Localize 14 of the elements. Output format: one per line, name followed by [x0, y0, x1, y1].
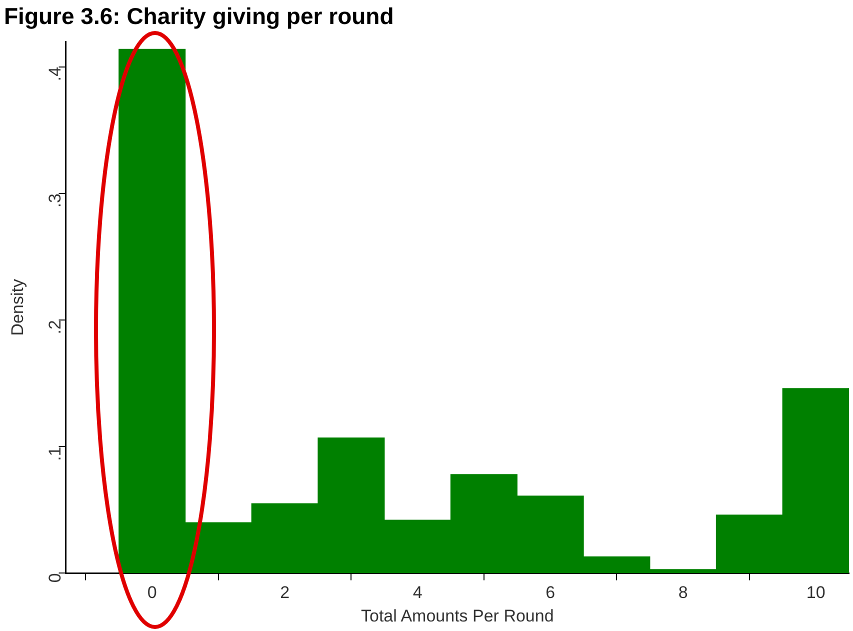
- x-tick-label: 2: [280, 583, 290, 602]
- y-tick-label: .3: [45, 193, 64, 208]
- x-tick-label: 6: [546, 583, 556, 602]
- x-tick-label: 4: [412, 583, 422, 602]
- x-axis-title: Total Amounts Per Round: [361, 606, 554, 626]
- x-tick-label: 10: [806, 583, 826, 602]
- x-tick-label: 0: [147, 583, 157, 602]
- y-tick-label: .2: [45, 320, 64, 334]
- y-axis-title: Density: [8, 278, 27, 336]
- chart-title: Figure 3.6: Charity giving per round: [4, 3, 394, 30]
- y-tick-label: 0: [45, 573, 64, 583]
- y-tick-label: .4: [45, 66, 64, 82]
- y-tick-label: .1: [45, 446, 64, 461]
- x-tick-label: 8: [678, 583, 688, 602]
